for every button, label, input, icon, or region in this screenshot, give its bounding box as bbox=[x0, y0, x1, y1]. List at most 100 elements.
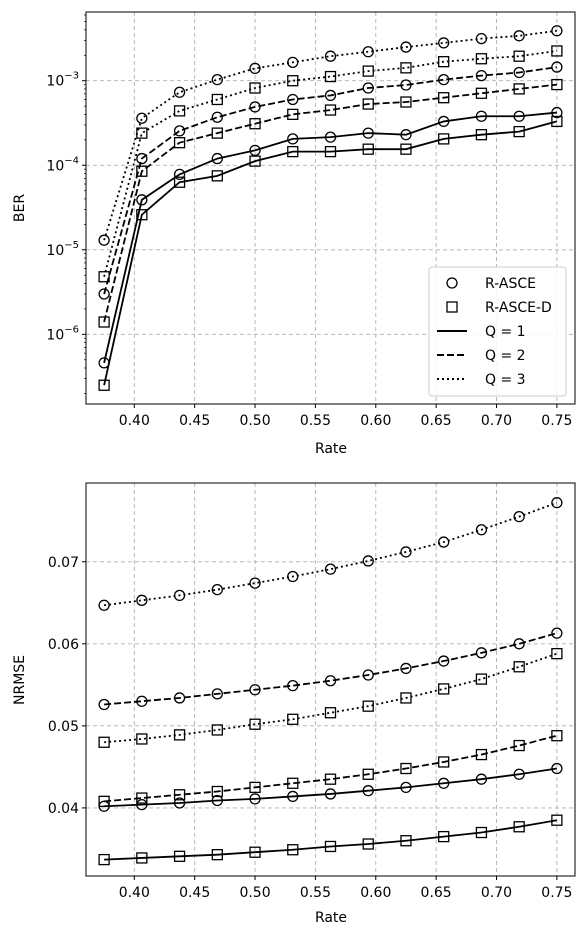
ber-series-line-r-asce-q3 bbox=[103, 29, 558, 241]
ber-point-r-asce-d-q3 bbox=[362, 65, 374, 77]
ber-point-r-asce-d-q1 bbox=[475, 129, 488, 141]
ber-point-r-asce-d-q3 bbox=[98, 271, 110, 283]
nrmse-point-r-asce-d-q2 bbox=[475, 748, 488, 761]
nrmse-plot-frame bbox=[85, 482, 576, 877]
ber-point-r-asce-q2 bbox=[438, 73, 450, 86]
nrmse-y-tick-label: 0.07 bbox=[48, 555, 79, 571]
nrmse-x-tick-label: 0.65 bbox=[421, 885, 452, 901]
nrmse-x-tick-label: 0.40 bbox=[119, 885, 150, 901]
ber-x-tick-label: 0.45 bbox=[179, 413, 210, 429]
nrmse-point-r-asce-d-q2 bbox=[136, 792, 148, 804]
ber-point-r-asce-d-q1 bbox=[211, 170, 223, 182]
nrmse-point-r-asce-d-q1 bbox=[551, 814, 563, 826]
nrmse-y-axis-label: NRMSE bbox=[12, 655, 28, 705]
legend-label-r-asce: R-ASCE bbox=[485, 276, 536, 292]
legend-label-q2: Q = 2 bbox=[485, 348, 526, 364]
ber-y-tick-label: 10−4 bbox=[46, 155, 79, 174]
nrmse-point-r-asce-d-q3 bbox=[438, 683, 450, 695]
ber-point-r-asce-d-q3 bbox=[173, 105, 186, 117]
ber-point-r-asce-d-q1 bbox=[400, 143, 412, 155]
nrmse-point-r-asce-q2 bbox=[136, 695, 148, 707]
nrmse-point-r-asce-d-q3 bbox=[551, 648, 563, 660]
ber-point-r-asce-q2 bbox=[136, 152, 148, 165]
ber-point-r-asce-d-q2 bbox=[249, 118, 261, 130]
nrmse-point-r-asce-q1 bbox=[475, 773, 488, 785]
legend-circle-marker-icon bbox=[446, 277, 458, 289]
nrmse-x-tick-label: 0.70 bbox=[481, 885, 512, 901]
nrmse-point-r-asce-d-q3 bbox=[400, 692, 412, 704]
ber-point-r-asce-d-q2 bbox=[98, 316, 110, 328]
ber-series-group bbox=[98, 25, 563, 391]
nrmse-point-r-asce-q1 bbox=[438, 777, 450, 789]
ber-point-r-asce-d-q1 bbox=[362, 143, 374, 155]
ber-point-r-asce-d-q1 bbox=[287, 145, 299, 158]
legend-square-marker-icon bbox=[446, 301, 458, 313]
ber-x-tick-label: 0.70 bbox=[481, 413, 512, 429]
ber-point-r-asce-q1 bbox=[362, 127, 374, 139]
ber-point-r-asce-q2 bbox=[362, 82, 374, 94]
nrmse-point-r-asce-d-q2 bbox=[211, 785, 223, 798]
ber-point-r-asce-q1 bbox=[249, 144, 261, 157]
ber-point-r-asce-q3 bbox=[173, 86, 186, 98]
ber-point-r-asce-q1 bbox=[400, 129, 412, 141]
ber-point-r-asce-q2 bbox=[475, 69, 488, 82]
ber-point-r-asce-q2 bbox=[513, 66, 525, 79]
nrmse-point-r-asce-q1 bbox=[287, 790, 299, 803]
ber-point-r-asce-d-q2 bbox=[551, 78, 563, 91]
nrmse-point-r-asce-q3 bbox=[136, 594, 148, 606]
ber-series-line-r-asce-q1 bbox=[103, 111, 557, 364]
ber-point-r-asce-d-q3 bbox=[551, 45, 563, 57]
ber-point-r-asce-q1 bbox=[438, 115, 450, 128]
nrmse-point-r-asce-q2 bbox=[211, 688, 223, 700]
ber-point-r-asce-q3 bbox=[287, 56, 299, 68]
nrmse-point-r-asce-q3 bbox=[400, 546, 412, 558]
nrmse-point-r-asce-q2 bbox=[98, 698, 110, 711]
ber-point-r-asce-q1 bbox=[551, 106, 563, 119]
ber-point-r-asce-q3 bbox=[249, 62, 261, 75]
nrmse-point-r-asce-d-q1 bbox=[475, 826, 488, 839]
ber-point-r-asce-q3 bbox=[211, 73, 223, 86]
legend-label-r-asce-d: R-ASCE-D bbox=[485, 300, 552, 316]
nrmse-point-r-asce-q3 bbox=[362, 555, 374, 567]
ber-point-r-asce-d-q1 bbox=[98, 379, 110, 391]
ber-y-axis-label: BER bbox=[12, 194, 28, 222]
ber-point-r-asce-q2 bbox=[551, 61, 563, 73]
ber-y-tick-label: 10−5 bbox=[46, 240, 79, 259]
ber-point-r-asce-d-q1 bbox=[324, 145, 337, 158]
ber-point-r-asce-d-q2 bbox=[287, 108, 299, 121]
nrmse-point-r-asce-q2 bbox=[324, 675, 337, 687]
nrmse-point-r-asce-d-q3 bbox=[362, 700, 374, 712]
nrmse-point-r-asce-q2 bbox=[249, 684, 261, 696]
ber-point-r-asce-q3 bbox=[438, 37, 450, 49]
nrmse-point-r-asce-d-q1 bbox=[513, 821, 525, 833]
nrmse-point-r-asce-d-q1 bbox=[362, 838, 374, 850]
ber-y-tick-label: 10−6 bbox=[46, 324, 79, 343]
nrmse-point-r-asce-d-q2 bbox=[287, 777, 299, 789]
ber-x-tick-label: 0.75 bbox=[541, 413, 572, 429]
legend-label-q3: Q = 3 bbox=[485, 372, 526, 388]
nrmse-point-r-asce-d-q3 bbox=[98, 736, 110, 748]
nrmse-x-ticks: 0.40 0.45 0.50 0.55 0.60 0.65 0.70 0.75 bbox=[119, 876, 572, 901]
nrmse-point-r-asce-d-q1 bbox=[400, 835, 412, 847]
nrmse-point-r-asce-d-q3 bbox=[136, 733, 148, 745]
nrmse-point-r-asce-q3 bbox=[438, 536, 450, 548]
ber-point-r-asce-d-q3 bbox=[475, 53, 488, 65]
nrmse-point-r-asce-q1 bbox=[136, 798, 148, 811]
ber-point-r-asce-q3 bbox=[551, 25, 563, 37]
ber-point-r-asce-q1 bbox=[324, 131, 337, 143]
nrmse-point-r-asce-d-q2 bbox=[362, 768, 374, 780]
nrmse-point-r-asce-q2 bbox=[362, 669, 374, 681]
ber-point-r-asce-q3 bbox=[513, 30, 525, 42]
ber-point-r-asce-q1 bbox=[136, 194, 148, 206]
nrmse-point-r-asce-q3 bbox=[287, 570, 299, 583]
ber-point-r-asce-d-q1 bbox=[136, 209, 148, 221]
ber-point-r-asce-q2 bbox=[173, 125, 186, 137]
ber-series-line-r-asce-d-q1 bbox=[103, 120, 558, 386]
ber-point-r-asce-q2 bbox=[400, 79, 412, 91]
nrmse-point-r-asce-q1 bbox=[513, 768, 525, 780]
nrmse-x-axis-label: Rate bbox=[315, 910, 347, 926]
nrmse-point-r-asce-d-q2 bbox=[400, 762, 412, 775]
nrmse-point-r-asce-q1 bbox=[211, 794, 223, 807]
legend-label-q1: Q = 1 bbox=[485, 324, 526, 340]
